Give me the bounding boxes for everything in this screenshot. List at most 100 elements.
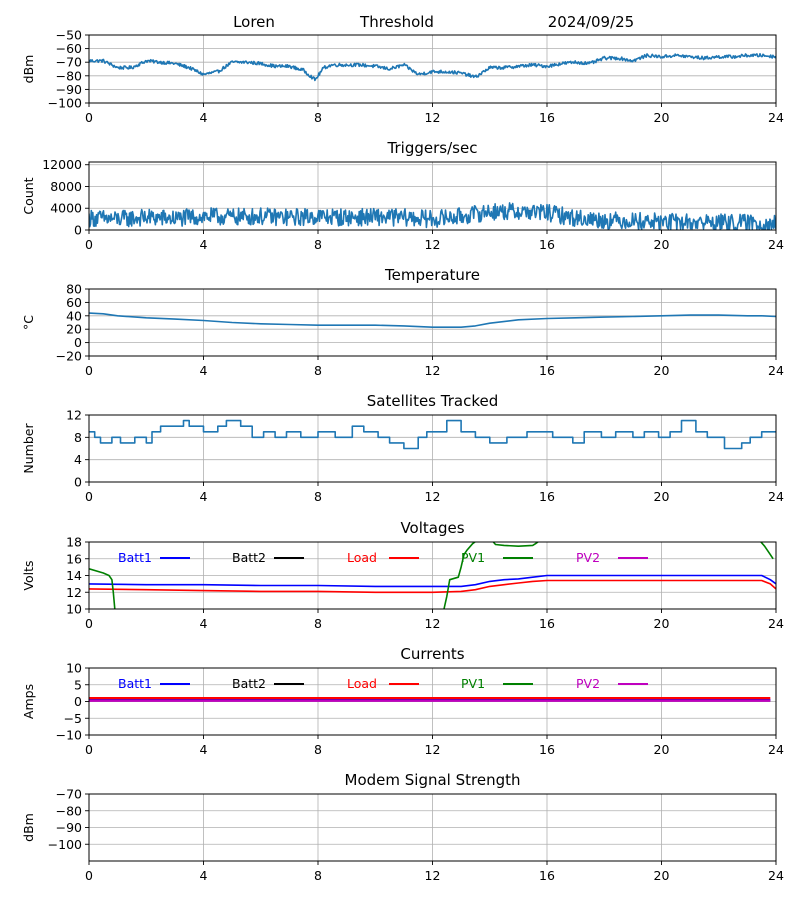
series-line-value xyxy=(89,202,776,230)
y-tick-label: 0 xyxy=(74,694,82,709)
y-tick-label: −100 xyxy=(48,96,82,111)
y-tick-label: 10 xyxy=(66,661,82,676)
chart-title: Currents xyxy=(400,645,464,663)
series-line-pv1 xyxy=(759,542,774,560)
x-tick-label: 16 xyxy=(539,489,555,504)
header-date: 2024/09/25 xyxy=(548,13,634,31)
legend-label: Load xyxy=(347,550,377,565)
y-axis-label: Volts xyxy=(21,560,36,590)
y-tick-label: 10 xyxy=(66,602,82,617)
legend-entry-pv2: PV2 xyxy=(576,676,648,691)
x-tick-label: 12 xyxy=(425,868,441,883)
y-tick-label: 0 xyxy=(74,335,82,350)
series-line-value xyxy=(89,419,776,450)
x-tick-label: 12 xyxy=(425,616,441,631)
y-tick-label: 60 xyxy=(66,295,82,310)
x-tick-label: 0 xyxy=(85,742,93,757)
legend-label: Load xyxy=(347,676,377,691)
y-tick-label: −20 xyxy=(56,349,82,364)
y-tick-label: 8000 xyxy=(50,179,82,194)
y-tick-label: −5 xyxy=(64,711,82,726)
y-tick-label: 5 xyxy=(74,677,82,692)
legend-entry-batt1: Batt1 xyxy=(118,550,190,565)
y-tick-label: −70 xyxy=(56,787,82,802)
series-group xyxy=(89,419,776,450)
x-tick-label: 4 xyxy=(200,616,208,631)
x-tick-label: 0 xyxy=(85,868,93,883)
x-tick-label: 16 xyxy=(539,868,555,883)
legend-entry-batt2: Batt2 xyxy=(232,676,304,691)
series-group xyxy=(89,697,771,702)
legend-entry-batt2: Batt2 xyxy=(232,550,304,565)
chart-title: Temperature xyxy=(384,266,480,284)
series-line-value xyxy=(89,53,776,82)
legend-label: PV2 xyxy=(576,676,600,691)
y-tick-label: −80 xyxy=(56,803,82,818)
header-station: Loren xyxy=(233,13,275,31)
legend-label: PV1 xyxy=(461,676,485,691)
x-tick-label: 8 xyxy=(314,363,322,378)
chart-modem: 0 4 8 12 16 20 24 −100 −90 −80−70 Modem Signal Str… xyxy=(21,771,784,883)
y-tick-label: 12 xyxy=(66,585,82,600)
x-tick-label: 12 xyxy=(425,110,441,125)
legend-entry-load: Load xyxy=(347,676,419,691)
x-tick-label: 16 xyxy=(539,110,555,125)
header-panel-title: Threshold xyxy=(359,13,434,31)
series-group xyxy=(89,312,776,328)
legend-label: Batt2 xyxy=(232,550,266,565)
chart-title: Voltages xyxy=(400,519,464,537)
x-tick-label: 12 xyxy=(425,742,441,757)
x-tick-label: 16 xyxy=(539,742,555,757)
x-tick-label: 8 xyxy=(314,868,322,883)
y-tick-label: −50 xyxy=(56,28,82,43)
x-tick-label: 24 xyxy=(768,489,784,504)
x-tick-label: 8 xyxy=(314,616,322,631)
x-tick-label: 0 xyxy=(85,237,93,252)
y-tick-label: 20 xyxy=(66,322,82,337)
x-tick-label: 0 xyxy=(85,489,93,504)
legend-entry-pv1: PV1 xyxy=(461,550,533,565)
x-tick-label: 20 xyxy=(654,363,670,378)
y-tick-label: 8 xyxy=(74,430,82,445)
x-tick-label: 4 xyxy=(200,363,208,378)
y-tick-label: 16 xyxy=(66,551,82,566)
series-group xyxy=(89,542,776,609)
x-tick-label: 20 xyxy=(654,237,670,252)
series-line-pv1 xyxy=(443,542,540,609)
y-axis-label: Amps xyxy=(21,684,36,719)
series-line-batt1 xyxy=(89,574,776,588)
x-tick-label: 0 xyxy=(85,616,93,631)
x-tick-label: 20 xyxy=(654,868,670,883)
x-tick-label: 0 xyxy=(85,363,93,378)
series-line-pv1 xyxy=(89,568,116,609)
x-tick-label: 0 xyxy=(85,110,93,125)
x-tick-label: 24 xyxy=(768,110,784,125)
x-tick-label: 20 xyxy=(654,742,670,757)
y-axis-label: °C xyxy=(21,315,36,330)
x-tick-label: 4 xyxy=(200,742,208,757)
x-tick-label: 4 xyxy=(200,868,208,883)
chart-threshold: 0 4 8 12 16 20 24 −100−90−80−70−60−50 dBm xyxy=(21,28,784,126)
y-tick-label: 0 xyxy=(74,223,82,238)
y-tick-label: −100 xyxy=(48,837,82,852)
x-tick-label: 8 xyxy=(314,237,322,252)
chart-triggers: 0 4 8 12 16 20 24 0 4000 8000 12000 Triggers/sec Cou… xyxy=(21,139,784,252)
x-tick-label: 24 xyxy=(768,237,784,252)
legend-label: Batt1 xyxy=(118,550,152,565)
y-axis-label: dBm xyxy=(21,55,36,84)
x-tick-label: 24 xyxy=(768,616,784,631)
x-tick-label: 12 xyxy=(425,363,441,378)
y-tick-label: −60 xyxy=(56,41,82,56)
legend-label: PV2 xyxy=(576,550,600,565)
series-line-value xyxy=(89,312,776,328)
legend-entry-load: Load xyxy=(347,550,419,565)
legend-entry-pv1: PV1 xyxy=(461,676,533,691)
y-tick-label: 40 xyxy=(66,308,82,323)
y-tick-label: 18 xyxy=(66,535,82,550)
y-tick-label: −90 xyxy=(56,820,82,835)
chart-title: Satellites Tracked xyxy=(367,392,498,410)
y-axis-label: Number xyxy=(21,423,36,474)
y-axis-label: Count xyxy=(21,177,36,214)
